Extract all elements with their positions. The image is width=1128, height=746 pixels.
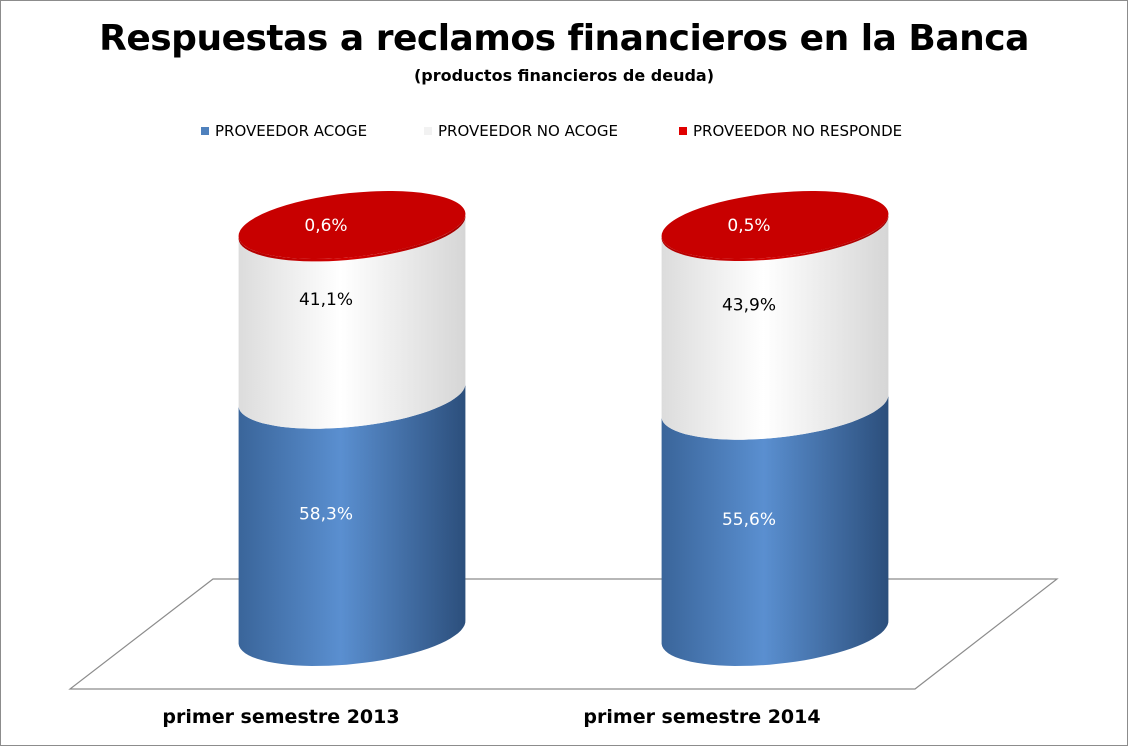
data-label: 58,3% [299,504,353,524]
legend-label: PROVEEDOR NO ACOGE [438,122,618,140]
data-label: 0,5% [727,216,770,236]
data-label: 0,6% [304,216,347,236]
x-tick-label: primer semestre 2014 [583,706,820,728]
bar-segment-no-responde [661,213,889,261]
bar-segment-no-responde [238,213,466,262]
data-label: 43,9% [722,295,776,315]
bar-segment-no-acoge [238,215,466,429]
legend-item-no-acoge: PROVEEDOR NO ACOGE [424,122,618,140]
bar-top-cap [661,191,889,259]
legend-swatch [679,127,687,135]
data-label: 55,6% [722,510,776,530]
legend-swatch [201,127,209,135]
bars-group: 58,3% 41,1% 0,6% 55,6% 43,9% 0,5% [238,191,889,666]
chart-subtitle: (productos financieros de deuda) [413,66,715,85]
bar-segment-no-acoge [661,215,889,440]
chart-legend: PROVEEDOR ACOGE PROVEEDOR NO ACOGE PROVE… [0,122,1128,144]
legend-label: PROVEEDOR NO RESPONDE [693,122,903,140]
legend-item-acoge: PROVEEDOR ACOGE [201,122,367,140]
x-tick-label: primer semestre 2013 [162,706,399,728]
data-label: 41,1% [299,290,353,310]
legend-label: PROVEEDOR ACOGE [215,122,368,140]
bar-top-cap [238,191,466,259]
legend-swatch [424,127,432,135]
chart-floor [68,578,1059,690]
bar-segment-acoge [238,382,466,666]
legend-item-no-responde: PROVEEDOR NO RESPONDE [679,122,902,140]
chart-title: Respuestas a reclamos financieros en la … [99,18,1029,59]
bar-segment-acoge [661,393,889,666]
